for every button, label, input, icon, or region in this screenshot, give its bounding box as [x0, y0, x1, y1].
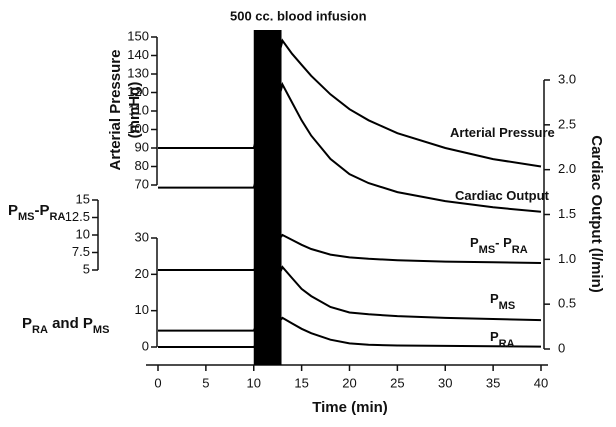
subscript: MS: [499, 300, 516, 312]
x-tick-label: 25: [390, 375, 404, 390]
y-tick-label: 5: [83, 261, 90, 276]
y-tick-label: 130: [127, 65, 149, 80]
y-tick-label: 20: [135, 266, 149, 281]
x-tick-label: 30: [438, 375, 452, 390]
subscript: RA: [50, 211, 66, 223]
y-tick-label: 70: [135, 176, 149, 191]
y-tick-label: 3.0: [558, 71, 576, 86]
y-axis-label: Arterial Pressure: [107, 50, 124, 171]
x-tick-label: 15: [294, 375, 308, 390]
y-tick-label: 1.5: [558, 206, 576, 221]
y-tick-label: 7.5: [72, 244, 90, 259]
subscript: MS: [479, 244, 496, 256]
y-tick-label: 10: [135, 302, 149, 317]
series-line: [158, 265, 542, 332]
y-tick-label: 80: [135, 158, 149, 173]
text-part: P: [8, 202, 18, 219]
series-label: PMS: [490, 291, 515, 311]
series-label: Arterial Pressure: [450, 125, 555, 140]
x-tick-label: 5: [202, 375, 209, 390]
series-label: Cardiac Output: [455, 188, 550, 203]
text-part: Arterial Pressure: [450, 125, 555, 140]
text-part: P: [470, 235, 479, 250]
text-part: Cardiac Output: [455, 188, 550, 203]
infusion-bar: [253, 30, 282, 365]
y-axis-label: (mmHg): [126, 82, 143, 139]
y-tick-label: 15: [76, 191, 90, 206]
y-tick-label: 0: [142, 338, 149, 353]
y-tick-label: 12.5: [65, 209, 90, 224]
x-tick-label: 20: [342, 375, 356, 390]
series-label: PRA: [490, 329, 515, 349]
text-part: P: [490, 329, 499, 344]
y-tick-label: 2.5: [558, 116, 576, 131]
series-line: [158, 316, 542, 348]
subscript: RA: [32, 324, 48, 336]
x-tick-label: 40: [534, 375, 548, 390]
series-label: PMS- PRA: [470, 235, 528, 255]
text-part: -P: [35, 202, 50, 219]
subscript: MS: [18, 211, 35, 223]
x-tick-label: 10: [247, 375, 261, 390]
y-tick-label: 110: [128, 102, 149, 117]
x-tick-label: 35: [486, 375, 500, 390]
y-tick-label: 0: [558, 340, 565, 355]
y-tick-label: 10: [76, 226, 90, 241]
y-tick-label: 140: [127, 47, 149, 62]
y-tick-label: 100: [127, 121, 149, 136]
series-line: [158, 233, 542, 271]
subscript: MS: [93, 324, 110, 336]
text-part: and P: [48, 315, 93, 332]
text-part: P: [490, 291, 499, 306]
y-tick-label: 2.0: [558, 161, 576, 176]
y-tick-label: 90: [135, 139, 149, 154]
y-axis-label: PMS-PRA: [8, 202, 65, 223]
y2-axis-label: Cardiac Output (l/min): [588, 135, 605, 293]
y-tick-label: 0.5: [558, 296, 576, 311]
series-line: [158, 81, 542, 213]
series-line: [158, 38, 542, 168]
subscript: RA: [499, 338, 515, 350]
text-part: - P: [495, 235, 512, 250]
x-tick-label: 0: [154, 375, 161, 390]
y-tick-label: 120: [127, 84, 149, 99]
text-part: P: [22, 315, 32, 332]
y-axis-label: PRA and PMS: [22, 315, 109, 336]
annotation-text: 500 cc. blood infusion: [230, 8, 367, 23]
x-axis-label: Time (min): [312, 399, 388, 416]
y-tick-label: 30: [135, 229, 149, 244]
subscript: RA: [512, 244, 528, 256]
y-tick-label: 150: [127, 28, 149, 43]
y-tick-label: 1.0: [558, 251, 576, 266]
